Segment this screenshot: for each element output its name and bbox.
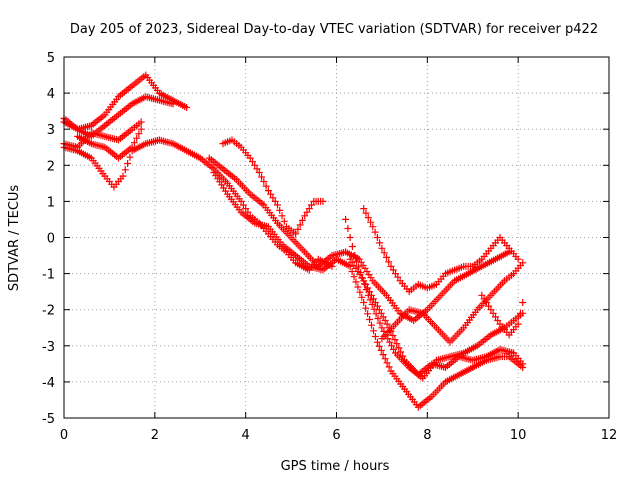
series-track-8 [205,154,513,324]
y-tick-label: -4 [42,376,55,391]
series-markers [360,205,522,296]
x-tick-label: 12 [601,428,618,443]
series-markers [378,259,527,346]
series-track-2 [60,93,177,140]
y-tick-label: -2 [42,304,55,319]
series-track-13 [342,215,527,382]
series-markers [74,125,145,162]
series-track-6 [210,169,527,411]
series-markers [342,215,527,382]
y-tick-label: 1 [47,195,55,210]
x-tick-label: 10 [510,428,527,443]
y-tick-label: 0 [47,232,55,247]
y-tick-label: -5 [42,412,55,427]
chart-title: Day 205 of 2023, Sidereal Day-to-day VTE… [70,22,598,37]
series-markers [219,136,327,238]
series-track-7 [219,136,327,238]
y-tick-label: 2 [47,159,55,174]
y-tick-label: -3 [42,340,55,355]
x-axis-label: GPS time / hours [281,459,390,474]
series-track-9 [360,205,522,296]
x-tick-label: 8 [423,428,431,443]
x-tick-label: 4 [242,428,250,443]
series-track-11 [378,259,527,346]
series-markers [205,154,513,324]
y-tick-label: 3 [47,123,55,138]
x-tick-label: 2 [151,428,159,443]
data-series [60,71,527,411]
series-markers [60,93,177,140]
grid [64,57,609,418]
y-tick-label: 5 [47,51,55,66]
x-tick-label: 6 [332,428,340,443]
y-tick-label: 4 [47,87,55,102]
x-tick-label: 0 [60,428,68,443]
series-markers [210,169,527,411]
y-axis-label: SDTVAR / TECUs [7,185,22,292]
y-tick-label: -1 [42,268,55,283]
series-track-4 [74,125,145,162]
axis-ticks [63,56,610,419]
